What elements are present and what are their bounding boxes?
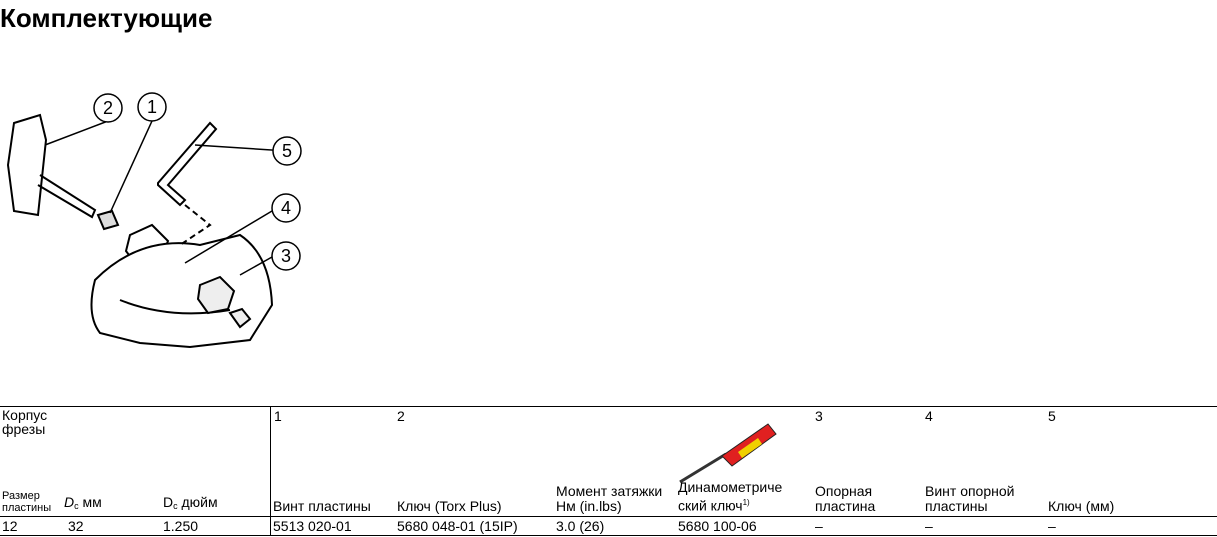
rule (0, 535, 1217, 536)
table-cell: – (925, 518, 933, 534)
column-header: Ключ (мм) (1048, 498, 1115, 514)
callout: 5 (282, 141, 292, 161)
component-number: 3 (815, 408, 823, 424)
rule (0, 406, 1217, 407)
column-header: Размер пластины (2, 490, 52, 514)
table-cell: 12 (2, 518, 18, 534)
column-header: Ключ (Torx Plus) (397, 498, 502, 514)
title: Комплектующие (0, 3, 213, 33)
column-header: Опорная пластина (815, 483, 876, 514)
table-cell: 3.0 (26) (556, 518, 605, 534)
component-number: 4 (925, 408, 933, 424)
table-cell: – (815, 518, 823, 534)
callout: 4 (281, 198, 291, 218)
table-cell: 5680 100-06 (678, 518, 757, 534)
table-cell: – (1048, 518, 1056, 534)
header-text: Динамометриче ский ключ (678, 479, 783, 514)
unit: дюйм (181, 494, 218, 510)
table-cell: 5513 020-01 (273, 518, 352, 534)
symbol: D (64, 494, 75, 510)
column-header: Винт пластины (273, 498, 371, 514)
unit: мм (82, 494, 102, 510)
footnote-mark: 1) (742, 498, 750, 508)
callout: 1 (147, 97, 157, 117)
column-header: Dc мм (64, 495, 102, 514)
table-cell: 1.250 (163, 518, 199, 534)
table-cell: 32 (68, 518, 84, 534)
callout: 3 (281, 246, 291, 266)
group-header: Корпус фрезы (2, 407, 48, 437)
table-cell: 5680 048-01 (15IP) (397, 518, 518, 534)
component-number: 5 (1048, 408, 1056, 424)
column-header: Динамометриче ский ключ1) (678, 480, 804, 514)
column-header: Dc дюйм (163, 495, 218, 514)
subscript: c (173, 501, 178, 511)
component-number: 2 (397, 408, 405, 424)
rule (270, 406, 271, 536)
subscript: c (74, 501, 79, 511)
column-header: Момент затяжки Нм (in.lbs) (556, 483, 663, 514)
rule (0, 516, 1217, 517)
column-header: Винт опорной пластины (925, 483, 1015, 514)
component-number: 1 (274, 408, 282, 424)
symbol: D (163, 494, 174, 510)
table: Корпус фрезы 1 2 3 4 5 Размер пластины D… (0, 406, 1217, 537)
torque-key-icon (679, 423, 777, 484)
callout: 2 (103, 98, 113, 118)
diagram: 1 2 3 4 5 (6, 92, 302, 349)
